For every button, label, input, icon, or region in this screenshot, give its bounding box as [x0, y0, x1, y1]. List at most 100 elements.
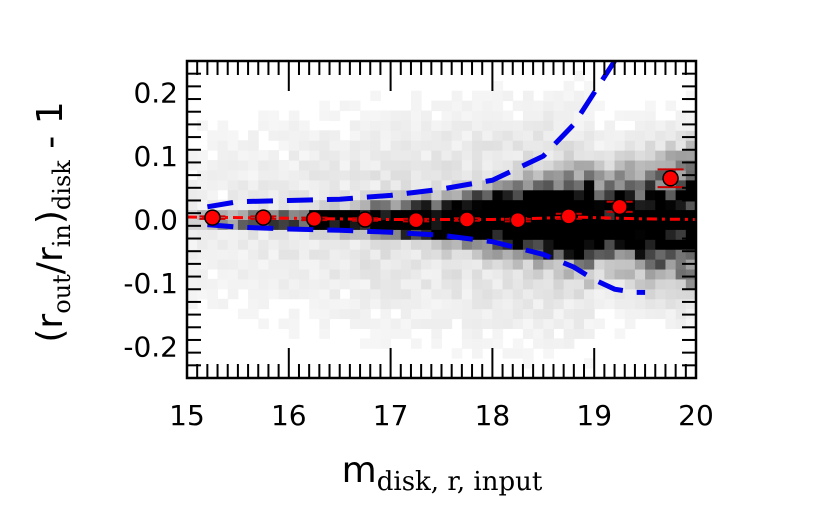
density-cell — [197, 179, 208, 191]
density-cell — [217, 278, 229, 290]
density-cell — [512, 229, 524, 240]
density-cell — [543, 189, 554, 201]
density-cell — [207, 169, 219, 181]
density-cell — [584, 259, 595, 270]
density-cell — [197, 278, 208, 290]
density-cell — [655, 288, 666, 300]
density-cell — [614, 169, 626, 181]
data-point — [403, 211, 430, 229]
density-cell — [685, 318, 696, 329]
density-cell — [553, 298, 565, 310]
density-cell — [329, 219, 341, 230]
density-cell — [543, 90, 554, 102]
density-cell — [278, 229, 290, 240]
density-cell — [492, 269, 504, 280]
density-cell — [421, 318, 432, 329]
density-cell — [288, 308, 300, 320]
density-cell — [339, 269, 351, 280]
y-label-subscript: disk — [48, 160, 76, 210]
density-cell — [472, 239, 483, 250]
density-cell — [522, 239, 534, 250]
density-cell — [431, 150, 442, 161]
density-cell — [319, 219, 331, 230]
median-points — [199, 168, 684, 229]
density-cell — [400, 229, 412, 240]
density-cell — [543, 348, 554, 359]
density-cell — [380, 179, 392, 191]
density-cell — [410, 150, 422, 161]
density-cell — [339, 140, 351, 151]
density-cell — [248, 140, 259, 151]
density-cell — [573, 120, 585, 131]
density-cell — [533, 150, 544, 161]
density-cell — [421, 120, 432, 131]
density-cell — [594, 169, 605, 181]
density-cell — [522, 249, 534, 260]
density-cell — [563, 308, 575, 320]
density-cell — [410, 288, 422, 300]
density-cell — [319, 278, 331, 290]
density-cell — [421, 110, 432, 121]
density-cell — [441, 269, 453, 280]
density-cell — [573, 288, 585, 300]
density-cell — [594, 269, 605, 280]
density-cell — [278, 179, 290, 191]
density-cell — [482, 169, 493, 181]
density-cell — [309, 130, 320, 141]
density-cell — [563, 328, 575, 339]
density-cell — [553, 110, 565, 121]
density-cell — [268, 278, 280, 290]
density-cell — [685, 269, 696, 280]
density-cell — [461, 318, 473, 329]
median-point-marker — [407, 211, 425, 229]
density-cell — [604, 239, 616, 250]
data-point — [199, 209, 226, 226]
density-cell — [349, 308, 361, 320]
density-cell — [288, 239, 300, 250]
density-cell — [298, 130, 310, 141]
density-cell — [604, 259, 616, 270]
density-cell — [502, 288, 514, 300]
density-cell — [675, 239, 687, 250]
y-tick-labels: -0.2 -0.1 0.0 0.1 0.2 — [123, 77, 178, 364]
density-cell — [207, 130, 219, 141]
density-cell — [461, 160, 473, 171]
density-cell — [237, 239, 249, 250]
density-cell — [594, 160, 605, 171]
y-label-text: ) — [30, 210, 71, 224]
density-cell — [675, 298, 687, 310]
density-cell — [451, 189, 463, 201]
density-cell — [349, 160, 361, 171]
density-cell — [512, 160, 524, 171]
sigma-envelopes — [206, 61, 646, 295]
density-cell — [543, 269, 554, 280]
density-cell — [431, 179, 442, 191]
density-cell — [197, 150, 208, 161]
density-cell — [512, 259, 524, 270]
x-label-base: m — [342, 450, 377, 491]
x-tick-label: 19 — [576, 399, 612, 432]
density-cell — [248, 229, 259, 240]
density-cell — [227, 278, 239, 290]
density-cell — [339, 189, 351, 201]
density-cell — [594, 298, 605, 310]
density-cell — [533, 199, 544, 211]
density-cell — [584, 209, 595, 220]
density-cell — [360, 110, 371, 121]
density-cell — [482, 288, 493, 300]
y-label-text: /r — [30, 247, 71, 274]
axis-ticks — [186, 60, 697, 379]
density-cell — [533, 259, 544, 270]
density-cell — [451, 199, 463, 211]
density-cell — [370, 90, 381, 102]
density-cell — [492, 100, 504, 112]
x-tick-labels: 15 16 17 18 19 20 — [169, 399, 714, 432]
density-cell — [217, 239, 229, 250]
density-cell — [421, 259, 432, 270]
density-cell — [482, 229, 493, 240]
density-cell — [553, 318, 565, 329]
density-cell — [431, 298, 442, 310]
x-label-subscript: disk, r, input — [377, 467, 543, 497]
density-cell — [237, 150, 249, 161]
